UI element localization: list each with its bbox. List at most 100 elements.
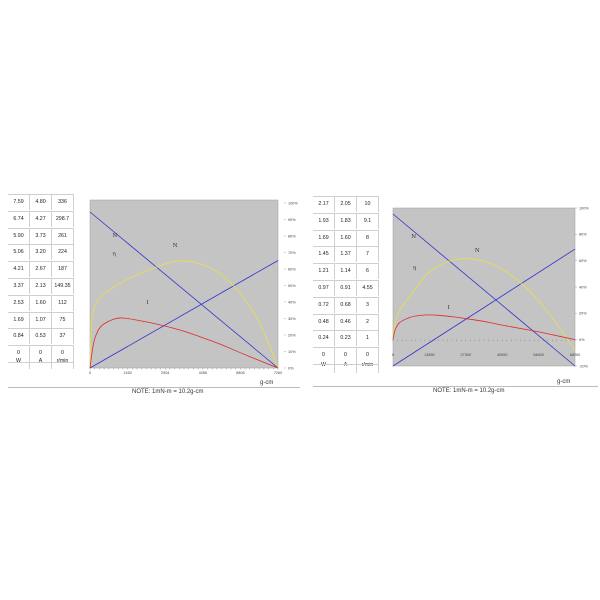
right-note: NOTE: 1mN-m = 10.2g-cm — [433, 388, 505, 394]
table-cell: 0.91 — [335, 280, 357, 296]
table-cell: 0.72 — [313, 296, 335, 313]
table-cell: 2.53 — [8, 294, 30, 311]
power-curve-label: N — [173, 243, 178, 249]
table-cell: 75 — [52, 311, 74, 328]
table-cell: 112 — [52, 294, 74, 311]
table-grid-line — [313, 347, 379, 349]
table-grid-line — [8, 294, 74, 296]
table-cell: 0.97 — [313, 280, 335, 296]
speed-curve-label: N — [411, 234, 416, 240]
right-tick-label: 100% — [579, 206, 589, 210]
table-cell: 8 — [357, 229, 379, 246]
table-row: 0.84 0.53 37 — [8, 328, 74, 345]
table-cell: 10 — [357, 196, 379, 212]
right-motor-panel: 2.17 2.05 10 1.93 1.83 9.1 1.69 1.60 8 1.45 1.37 7 1… — [313, 190, 598, 400]
table-grid-line — [313, 313, 379, 315]
efficiency-curve — [89, 260, 279, 369]
efficiency-curve — [392, 258, 576, 351]
x-tick-label: 0 — [89, 371, 91, 375]
table-cell: 1.14 — [335, 263, 357, 280]
left-note: NOTE: 1mN-m = 10.2g-cm — [132, 389, 204, 395]
table-row: 1.45 1.37 7 — [313, 246, 379, 263]
table-row: 1.69 1.60 8 — [313, 229, 379, 246]
table-grid-line — [313, 212, 379, 214]
table-cell: 2.17 — [313, 196, 335, 212]
table-cell: 0 — [335, 347, 357, 364]
efficiency-curve-label: η — [113, 251, 116, 257]
table-cell: 7.59 — [8, 194, 30, 210]
x-unit-label: g-cm — [557, 379, 570, 385]
table-cell: 1.83 — [335, 212, 357, 229]
table-cell: 1.60 — [335, 229, 357, 246]
table-cell: 224 — [52, 244, 74, 261]
table-grid-line — [8, 261, 74, 263]
x-tick-label: 68250 — [570, 353, 581, 357]
table-row: 1.69 1.07 75 — [8, 311, 74, 328]
table-grid-line — [8, 278, 74, 279]
left-motor-panel: 7.59 4.80 336 6.74 4.27 298.7 5.90 3.73 261 5.06 3… — [8, 190, 300, 400]
output-curve — [392, 248, 576, 367]
table-cell: 4.55 — [357, 280, 379, 296]
table-cell: 0 — [313, 347, 335, 364]
current-curve — [392, 314, 576, 341]
table-cell: 0.46 — [335, 313, 357, 330]
right-tick-label: 20% — [579, 312, 587, 316]
right-tick-label: -20% — [579, 364, 588, 368]
plot-background — [89, 199, 279, 369]
table-cell: 1.37 — [335, 246, 357, 263]
table-row: 1.93 1.83 9.1 — [313, 212, 379, 229]
table-header-cell: A — [30, 353, 52, 369]
x-tick-label: 0 — [392, 353, 394, 357]
table-cell: 261 — [52, 227, 74, 244]
right-tick-label: 0% — [579, 338, 585, 342]
right-tick-label: 0% — [288, 366, 294, 370]
table-cell: 1.60 — [30, 294, 52, 311]
current-curve-label: I — [448, 305, 450, 311]
table-grid-line — [313, 196, 379, 197]
table-cell: 37 — [52, 328, 74, 345]
table-grid-line — [313, 296, 379, 298]
table-cell: 149.35 — [52, 278, 74, 294]
table-cell: 1.69 — [313, 229, 335, 246]
right-tick-label: 70% — [288, 251, 296, 255]
table-cell: 2 — [357, 313, 379, 330]
x-unit-label: g-cm — [260, 380, 273, 386]
table-row: 6.74 4.27 298.7 — [8, 210, 74, 227]
right-tick-label: 10% — [288, 350, 296, 354]
table-cell: 4.21 — [8, 261, 30, 278]
right-tick-label: 30% — [288, 317, 296, 321]
table-row: 0.72 0.68 3 — [313, 296, 379, 313]
table-row: 2.53 1.60 112 — [8, 294, 74, 311]
table-grid-line — [313, 330, 379, 332]
table-grid-line — [313, 280, 379, 281]
table-cell: 6 — [357, 263, 379, 280]
table-grid-line — [313, 364, 379, 365]
table-cell: 1 — [357, 330, 379, 347]
x-tick-label: 5808 — [236, 371, 244, 375]
x-tick-label: 7260 — [274, 371, 282, 375]
table-grid-line — [8, 227, 74, 229]
table-cell: 4.80 — [30, 194, 52, 210]
power-curve-label: N — [475, 248, 480, 254]
table-row: 0.24 0.23 1 — [313, 330, 379, 347]
right-bottom-rule — [313, 386, 598, 387]
right-tick-label: 80% — [288, 234, 296, 238]
table-cell: 9.1 — [357, 212, 379, 229]
table-cell: 0.48 — [313, 313, 335, 330]
table-row: 2.17 2.05 10 — [313, 196, 379, 212]
right-tick-label: 40% — [579, 285, 587, 289]
plot-background — [392, 207, 576, 367]
output-curve — [89, 260, 279, 369]
table-cell: 0.68 — [335, 296, 357, 313]
table-grid-line — [8, 328, 74, 330]
table-row: 5.06 3.20 224 — [8, 244, 74, 261]
table-header-cell: W — [313, 357, 335, 373]
table-cell: 298.7 — [52, 210, 74, 227]
table-row: 7.59 4.80 336 — [8, 194, 74, 210]
table-cell: 5.90 — [8, 227, 30, 244]
right-tick-label: 50% — [288, 284, 296, 288]
right-tick-label: 90% — [288, 218, 296, 222]
table-row: 0.48 0.46 2 — [313, 313, 379, 330]
table-cell: 3.73 — [30, 227, 52, 244]
